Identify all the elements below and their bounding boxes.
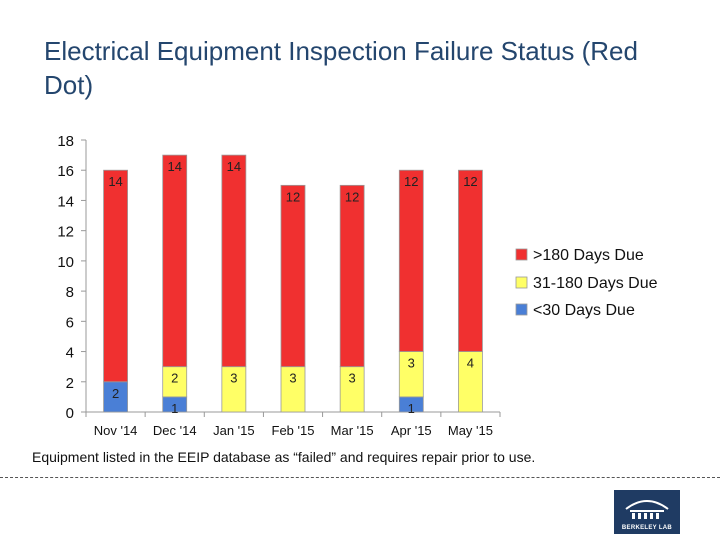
data-label: 2 — [171, 371, 178, 386]
y-tick-label: 16 — [57, 163, 74, 180]
data-label: 2 — [112, 386, 119, 401]
y-tick-label: 12 — [57, 224, 74, 241]
data-label: 3 — [408, 356, 415, 371]
legend-label: >180 Days Due — [533, 247, 644, 264]
bar-segment — [398, 169, 424, 352]
x-tick-label: Feb '15 — [272, 423, 315, 438]
y-tick-label: 10 — [57, 254, 74, 271]
x-tick-label: May '15 — [448, 423, 493, 438]
y-tick-label: 18 — [57, 133, 74, 150]
x-tick-label: Dec '14 — [153, 423, 197, 438]
x-tick-label: Mar '15 — [331, 423, 374, 438]
data-label: 3 — [289, 371, 296, 386]
data-label: 3 — [230, 371, 237, 386]
bar-segment — [458, 351, 483, 413]
data-label: 12 — [463, 174, 477, 189]
legend-label: 31-180 Days Due — [533, 275, 658, 292]
data-label: 12 — [286, 189, 300, 204]
data-label: 1 — [171, 401, 178, 416]
bar-segment — [458, 169, 483, 352]
bar-segment — [280, 184, 306, 368]
y-tick-label: 2 — [66, 375, 74, 392]
legend-swatch — [515, 276, 528, 289]
data-label: 14 — [167, 159, 181, 174]
bar-segment — [221, 154, 247, 368]
y-tick-label: 4 — [66, 345, 74, 362]
footnote: Equipment listed in the EEIP database as… — [32, 449, 536, 465]
y-tick-label: 6 — [66, 314, 74, 331]
bar-segment — [103, 169, 128, 383]
data-label: 14 — [227, 159, 241, 174]
logo-text: BERKELEY LAB — [621, 525, 673, 531]
bar-segment — [339, 184, 365, 368]
y-tick-label: 0 — [66, 405, 74, 422]
bar-segment — [162, 154, 188, 368]
legend-swatch — [515, 303, 528, 316]
data-label: 3 — [349, 371, 356, 386]
berkeley-lab-logo: BERKELEY LAB — [614, 490, 680, 534]
divider — [0, 477, 720, 478]
x-tick-label: Apr '15 — [391, 423, 432, 438]
bar-segment — [162, 366, 188, 398]
data-label: 12 — [404, 174, 418, 189]
lab-building-icon — [625, 500, 669, 519]
x-tick-label: Jan '15 — [213, 423, 255, 438]
bar-segment — [103, 381, 128, 413]
chart-title: Electrical Equipment Inspection Failure … — [44, 36, 638, 100]
y-tick-label: 8 — [66, 284, 74, 301]
bar-segment — [221, 366, 247, 413]
bar-segment — [339, 366, 365, 413]
data-label: 14 — [108, 174, 122, 189]
data-label: 1 — [408, 401, 415, 416]
legend-swatch — [515, 248, 528, 261]
data-label: 12 — [345, 189, 359, 204]
y-tick-label: 14 — [57, 193, 74, 210]
legend-label: <30 Days Due — [533, 302, 635, 319]
x-tick-label: Nov '14 — [94, 423, 138, 438]
data-label: 4 — [467, 356, 474, 371]
